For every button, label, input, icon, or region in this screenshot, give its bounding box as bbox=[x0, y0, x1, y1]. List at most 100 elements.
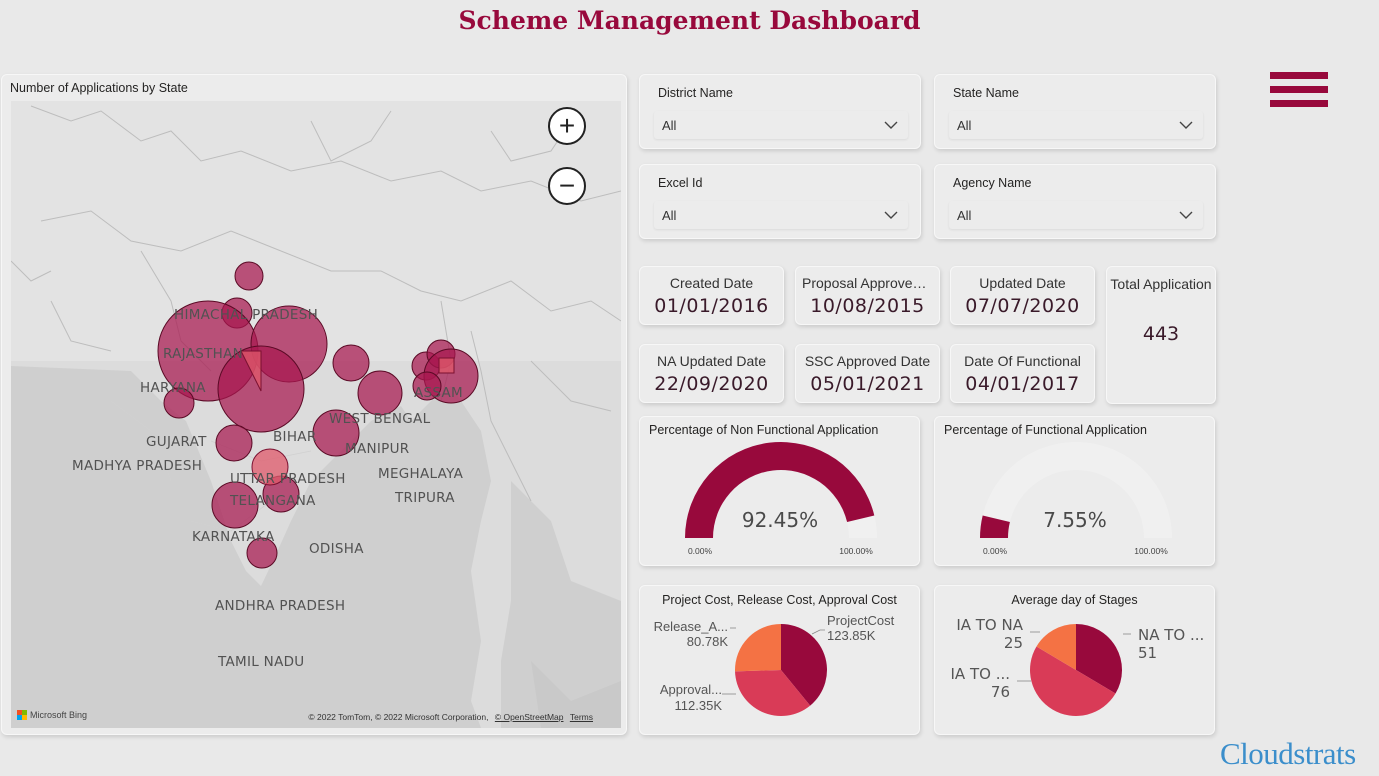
state-label: HARYANA bbox=[140, 380, 206, 396]
cloudstrats-logo: Cloudstrats bbox=[1220, 736, 1356, 771]
state-name-slicer: State Name All bbox=[934, 74, 1216, 149]
map-attribution: © 2022 TomTom, © 2022 Microsoft Corporat… bbox=[308, 712, 593, 722]
chevron-down-icon bbox=[884, 211, 898, 219]
gauge-fill bbox=[685, 442, 875, 538]
state-name-dropdown[interactable]: All bbox=[949, 111, 1203, 139]
pie-category-label: IA TO ... bbox=[951, 665, 1011, 683]
pie-slice[interactable] bbox=[1076, 624, 1122, 694]
zoom-in-button[interactable]: + bbox=[548, 107, 586, 145]
chart-title: Average day of Stages bbox=[1011, 593, 1138, 607]
pie-category-label: ProjectCost bbox=[827, 613, 895, 628]
pie-value-label: 25 bbox=[1004, 634, 1023, 652]
chart-title: Project Cost, Release Cost, Approval Cos… bbox=[662, 593, 897, 607]
dropdown-value: All bbox=[662, 207, 677, 223]
state-label: ASSAM bbox=[414, 385, 464, 401]
card-value: 04/01/2017 bbox=[965, 373, 1080, 395]
microsoft-logo-icon bbox=[17, 710, 27, 720]
proposal-approved-date-card: Proposal Approved Date 10/08/2015 bbox=[795, 266, 940, 325]
excel-id-dropdown[interactable]: All bbox=[654, 201, 908, 229]
chevron-down-icon bbox=[1179, 121, 1193, 129]
pie-category-label: IA TO NA bbox=[956, 616, 1023, 634]
bing-attribution: Microsoft Bing bbox=[17, 710, 87, 720]
pie-value-label: 51 bbox=[1138, 644, 1157, 662]
district-name-slicer: District Name All bbox=[639, 74, 921, 149]
card-label: SSC Approved Date bbox=[804, 353, 931, 369]
pie-category-label: Release_A... bbox=[654, 619, 728, 634]
non-functional-gauge[interactable]: Percentage of Non Functional Application… bbox=[639, 416, 920, 566]
map-canvas[interactable]: HIMACHAL PRADESH RAJASTHAN HARYANA GUJAR… bbox=[11, 101, 621, 728]
map-bubbles bbox=[157, 261, 479, 569]
pie-category-label: NA TO ... bbox=[1138, 626, 1204, 644]
slicer-label: Agency Name bbox=[953, 176, 1032, 190]
card-value: 22/09/2020 bbox=[654, 373, 769, 395]
state-label: UTTAR PRADESH bbox=[230, 471, 346, 487]
map-visual[interactable]: Number of Applications by State bbox=[1, 74, 627, 735]
map-title: Number of Applications by State bbox=[10, 81, 188, 95]
state-label: TELANGANA bbox=[230, 493, 316, 509]
total-application-card: Total Application 443 bbox=[1106, 266, 1216, 404]
gauge-track bbox=[980, 441, 1172, 538]
stages-pie-chart[interactable]: Average day of Stages NA TO ... 51 IA TO… bbox=[934, 585, 1215, 735]
state-label: GUJARAT bbox=[146, 434, 207, 450]
state-label: MADHYA PRADESH bbox=[72, 458, 203, 474]
zoom-out-button[interactable]: − bbox=[548, 167, 586, 205]
date-of-functional-card: Date Of Functional 04/01/2017 bbox=[950, 344, 1095, 403]
pie-slice[interactable] bbox=[735, 624, 781, 672]
card-label: Created Date bbox=[669, 275, 754, 291]
state-label: TRIPURA bbox=[395, 490, 455, 506]
state-label: MEGHALAYA bbox=[378, 466, 464, 482]
pie-slice[interactable] bbox=[735, 670, 811, 716]
dropdown-value: All bbox=[957, 207, 972, 223]
na-updated-date-card: NA Updated Date 22/09/2020 bbox=[639, 344, 784, 403]
pie-svg: NA TO ... 51 IA TO ... 76 IA TO NA 25 bbox=[951, 616, 1204, 716]
gauge-fill bbox=[980, 515, 1010, 538]
updated-date-card: Updated Date 07/07/2020 bbox=[950, 266, 1095, 325]
card-label: Total Application bbox=[1110, 276, 1212, 292]
menu-icon[interactable] bbox=[1270, 72, 1328, 107]
chevron-down-icon bbox=[884, 121, 898, 129]
agency-name-dropdown[interactable]: All bbox=[949, 201, 1203, 229]
dropdown-value: All bbox=[662, 117, 677, 133]
card-label: Updated Date bbox=[979, 275, 1066, 291]
chevron-down-icon bbox=[1179, 211, 1193, 219]
card-label: Proposal Approved Date bbox=[802, 275, 939, 291]
pie-slice[interactable] bbox=[781, 624, 827, 706]
state-label: BIHAR bbox=[273, 429, 317, 445]
card-value: 10/08/2015 bbox=[810, 295, 925, 317]
slicer-label: State Name bbox=[953, 86, 1020, 100]
osm-link[interactable]: © OpenStreetMap bbox=[494, 712, 564, 722]
gauge-value: 7.55% bbox=[1043, 508, 1107, 532]
gauge-title: Percentage of Non Functional Application bbox=[649, 423, 879, 437]
card-value: 07/07/2020 bbox=[965, 295, 1080, 317]
gauge-value: 92.45% bbox=[742, 508, 818, 532]
excel-id-slicer: Excel Id All bbox=[639, 164, 921, 239]
state-label: KARNATAKA bbox=[192, 529, 275, 545]
pie-slice[interactable] bbox=[1030, 646, 1116, 716]
card-value: 05/01/2021 bbox=[810, 373, 925, 395]
state-label: MANIPUR bbox=[345, 441, 410, 457]
state-label: TAMIL NADU bbox=[218, 654, 305, 670]
created-date-card: Created Date 01/01/2016 bbox=[639, 266, 784, 325]
terms-link[interactable]: Terms bbox=[569, 712, 593, 722]
dropdown-value: All bbox=[957, 117, 972, 133]
gauge-max: 100.00% bbox=[839, 546, 873, 556]
gauge-svg: 7.55% 0.00% 100.00% bbox=[980, 441, 1172, 556]
pie-value-label: 112.35K bbox=[675, 698, 723, 713]
card-value: 443 bbox=[1142, 323, 1180, 345]
state-label: WEST BENGAL bbox=[329, 411, 431, 427]
pie-svg: ProjectCost 123.85K Approval... 112.35K … bbox=[654, 613, 895, 716]
pie-value-label: 80.78K bbox=[687, 634, 729, 649]
gauge-min: 0.00% bbox=[983, 546, 1008, 556]
pie-value-label: 76 bbox=[991, 683, 1010, 701]
gauge-svg: 92.45% 0.00% 100.00% bbox=[685, 441, 877, 556]
gauge-min: 0.00% bbox=[688, 546, 713, 556]
pie-slice[interactable] bbox=[1036, 624, 1076, 670]
state-label: ANDHRA PRADESH bbox=[215, 598, 346, 614]
pie-value-label: 123.85K bbox=[827, 628, 876, 643]
functional-gauge[interactable]: Percentage of Functional Application 7.5… bbox=[934, 416, 1215, 566]
state-label: RAJASTHAN bbox=[163, 346, 244, 362]
cost-pie-chart[interactable]: Project Cost, Release Cost, Approval Cos… bbox=[639, 585, 920, 735]
district-name-dropdown[interactable]: All bbox=[654, 111, 908, 139]
gauge-title: Percentage of Functional Application bbox=[944, 423, 1147, 437]
gauge-max: 100.00% bbox=[1134, 546, 1168, 556]
